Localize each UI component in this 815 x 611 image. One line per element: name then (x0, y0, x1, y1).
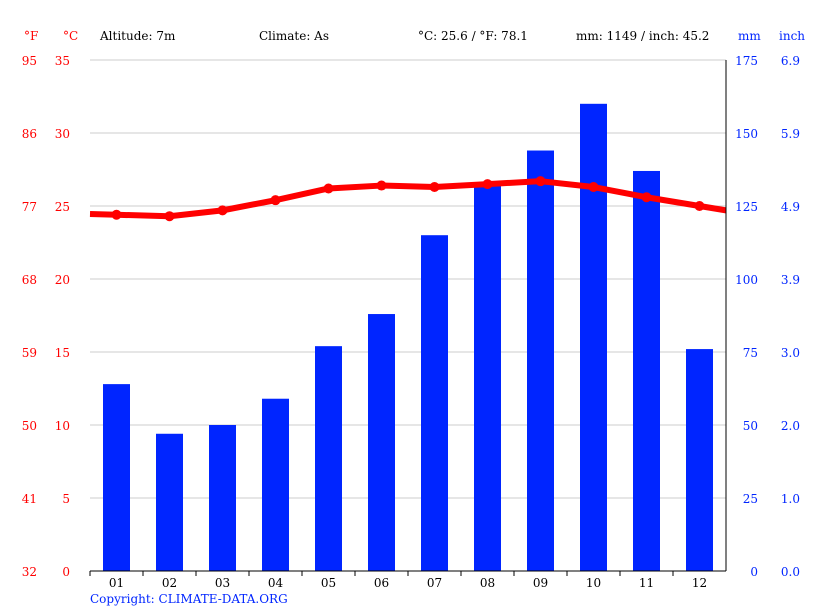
x-tick-label: 09 (533, 576, 548, 590)
tick-label-c: 20 (55, 273, 70, 287)
x-tick-label: 03 (215, 576, 230, 590)
tick-label-mm: 175 (735, 54, 758, 68)
temp-avg-label: °C: 25.6 / °F: 78.1 (418, 29, 528, 43)
precip-bar (686, 349, 713, 571)
precip-bar (421, 235, 448, 571)
temperature-point (164, 211, 175, 222)
tick-label-c: 30 (55, 127, 70, 141)
x-tick-label: 02 (162, 576, 177, 590)
x-tick-label: 10 (586, 576, 601, 590)
tick-label-mm: 25 (743, 492, 758, 506)
x-tick-label: 12 (692, 576, 707, 590)
copyright[interactable]: Copyright: CLIMATE-DATA.ORG (90, 592, 288, 606)
tick-label-inch: 1.0 (781, 492, 800, 506)
precip-bar (103, 384, 130, 571)
tick-label-f: 95 (22, 54, 37, 68)
tick-label-mm: 125 (735, 200, 758, 214)
x-tick-label: 08 (480, 576, 495, 590)
tick-label-c: 35 (55, 54, 70, 68)
tick-label-f: 41 (22, 492, 37, 506)
tick-label-c: 15 (55, 346, 70, 360)
temperature-point (482, 179, 493, 190)
temperature-point (694, 201, 705, 211)
temperature-point (323, 183, 334, 194)
tick-label-inch: 0.0 (781, 565, 800, 579)
precip-bar (474, 185, 501, 571)
temperature-point (641, 192, 652, 203)
x-tick-label: 05 (321, 576, 336, 590)
temperature-point (376, 180, 387, 191)
temperature-point (588, 182, 599, 193)
tick-label-inch: 5.9 (781, 127, 800, 141)
precip-bar (315, 346, 342, 571)
unit-inch-label: inch (779, 29, 805, 43)
precip-bar (633, 170, 660, 571)
tick-label-inch: 6.9 (781, 54, 800, 68)
temperature-line (89, 178, 727, 220)
tick-label-c: 25 (55, 200, 70, 214)
precip-bar (156, 433, 183, 571)
tick-label-mm: 50 (743, 419, 758, 433)
tick-label-f: 68 (22, 273, 37, 287)
x-tick-label: 07 (427, 576, 442, 590)
temperature-point (217, 205, 228, 216)
precip-bar (527, 150, 554, 571)
temperature-point (429, 182, 440, 193)
tick-label-inch: 3.0 (781, 346, 800, 360)
tick-label-mm: 100 (735, 273, 758, 287)
x-tick-label: 11 (639, 576, 654, 590)
x-tick-label: 06 (374, 576, 389, 590)
tick-label-c: 0 (62, 565, 70, 579)
tick-label-inch: 4.9 (781, 200, 800, 214)
precip-total-label: mm: 1149 / inch: 45.2 (576, 29, 709, 43)
precip-bar (368, 314, 395, 571)
altitude-label: Altitude: 7m (99, 29, 176, 43)
tick-label-inch: 3.9 (781, 273, 800, 287)
tick-label-mm: 75 (743, 346, 758, 360)
temperature-point (535, 176, 546, 187)
x-tick-label: 01 (109, 576, 124, 590)
tick-label-c: 10 (55, 419, 70, 433)
tick-label-f: 59 (22, 346, 37, 360)
precip-bar (209, 425, 236, 571)
tick-label-c: 5 (62, 492, 70, 506)
temperature-point (111, 209, 122, 220)
tick-label-mm: 150 (735, 127, 758, 141)
tick-label-inch: 2.0 (781, 419, 800, 433)
tick-label-f: 86 (22, 127, 37, 141)
tick-label-f: 50 (22, 419, 37, 433)
tick-label-f: 32 (22, 565, 37, 579)
unit-c-label: °C (63, 29, 78, 43)
climate-label: Climate: As (259, 29, 329, 43)
tick-label-f: 77 (22, 200, 37, 214)
tick-label-mm: 0 (750, 565, 758, 579)
precip-bar (580, 103, 607, 572)
temperature-point (270, 195, 281, 206)
precip-bar (262, 398, 289, 571)
unit-f-label: °F (24, 29, 38, 43)
x-tick-label: 04 (268, 576, 284, 590)
unit-mm-label: mm (738, 29, 761, 43)
